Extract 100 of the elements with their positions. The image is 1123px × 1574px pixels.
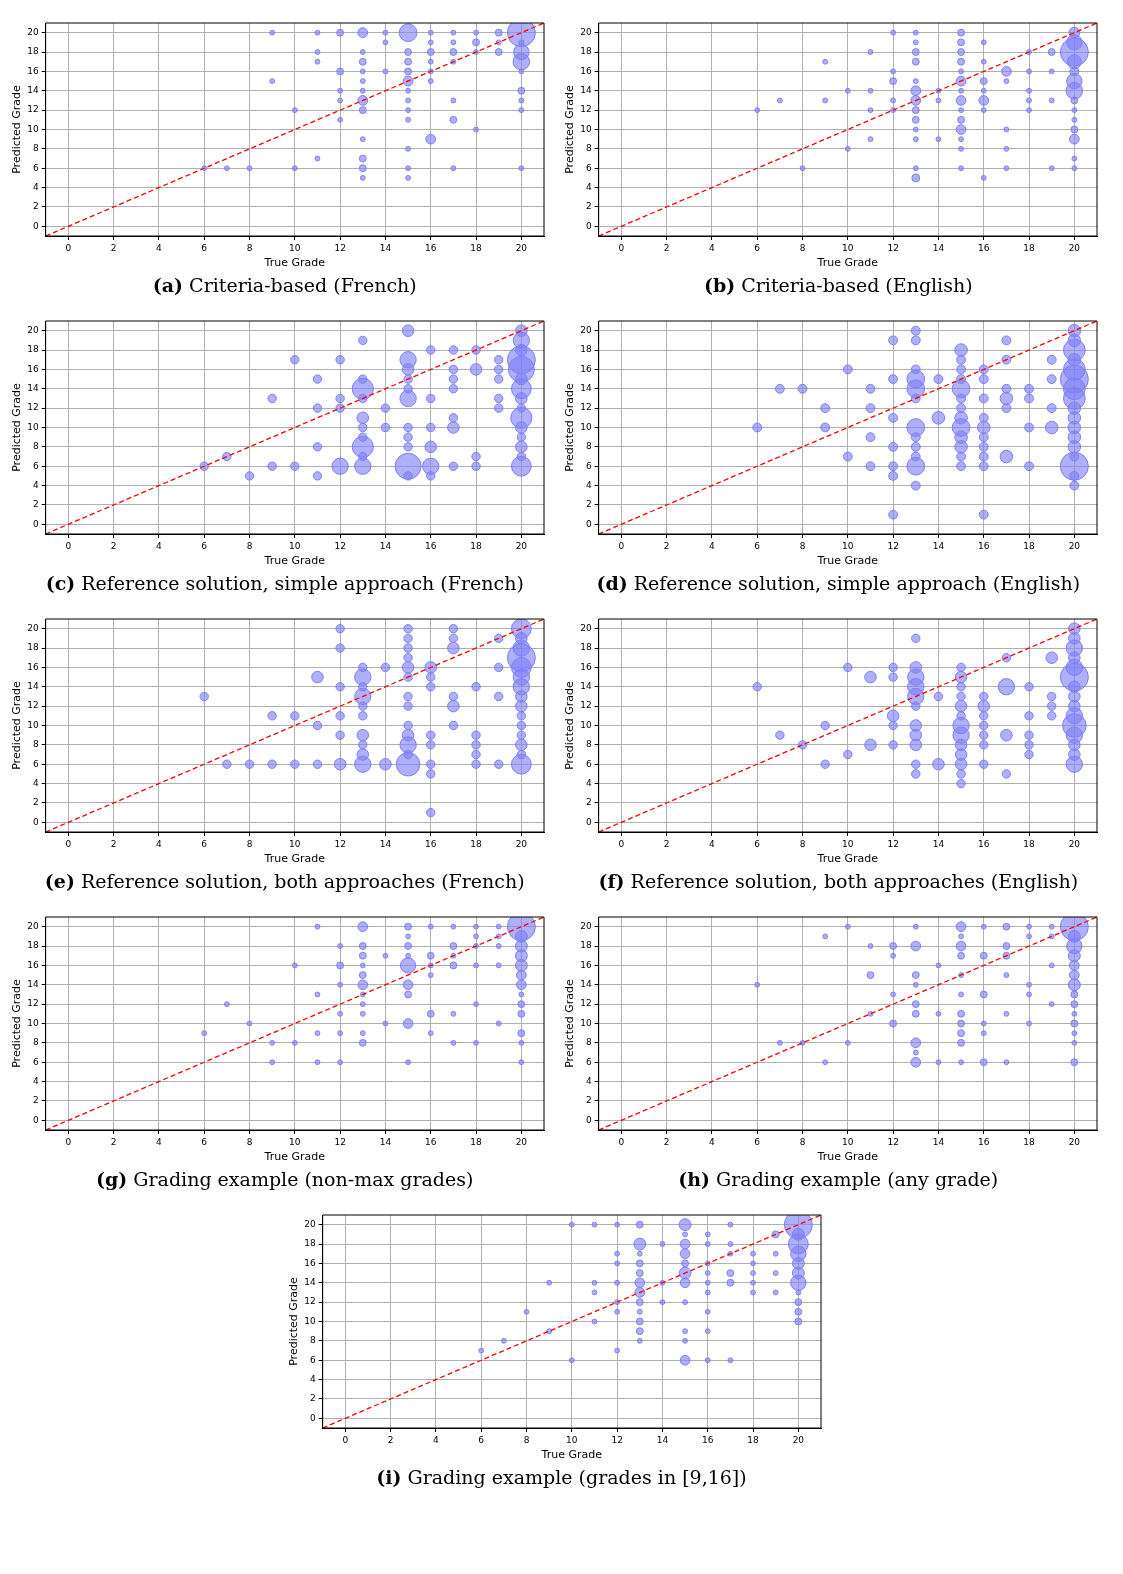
y-tick-label: 16 xyxy=(580,661,593,672)
text: (d) Reference solution, simple approach (English) xyxy=(596,572,1081,594)
x-tick-label: 14 xyxy=(932,1136,945,1147)
y-tick-label: 6 xyxy=(32,162,39,173)
y-tick-label: 4 xyxy=(586,777,593,788)
y-tick-label: 12 xyxy=(580,700,592,711)
y-tick-label: 18 xyxy=(580,940,593,951)
y-tick-label: 6 xyxy=(32,460,39,471)
x-tick-label: 16 xyxy=(424,838,437,849)
x-tick-label: 10 xyxy=(842,242,855,253)
x-tick-label: 0 xyxy=(618,540,625,551)
text: (e) Reference solution, both approaches (French) xyxy=(44,870,525,892)
y-axis-title: Predicted Grade xyxy=(10,978,24,1068)
x-tick-label: 12 xyxy=(334,1136,346,1147)
x-tick-label: 4 xyxy=(155,838,162,849)
y-tick-label: 10 xyxy=(580,123,593,134)
y-tick-label: 14 xyxy=(26,681,39,692)
x-tick-label: 14 xyxy=(379,540,392,551)
x-tick-label: 14 xyxy=(932,242,945,253)
x-tick-label: 14 xyxy=(932,838,945,849)
y-tick-label: 20 xyxy=(580,325,593,336)
y-tick-label: 6 xyxy=(32,1056,39,1067)
x-tick-label: 6 xyxy=(201,242,208,253)
x-tick-label: 0 xyxy=(618,242,625,253)
y-tick-label: 2 xyxy=(586,499,592,510)
x-tick-label: 2 xyxy=(110,1136,117,1147)
y-tick-label: 4 xyxy=(32,777,39,788)
y-tick-label: 6 xyxy=(32,758,39,769)
y-tick-label: 0 xyxy=(309,1412,316,1423)
y-tick-label: 8 xyxy=(32,739,39,750)
x-tick-label: 16 xyxy=(978,242,990,253)
y-axis-title: Predicted Grade xyxy=(10,382,24,472)
x-tick-label: 0 xyxy=(65,838,72,849)
x-tick-label: 16 xyxy=(978,1136,990,1147)
y-tick-label: 16 xyxy=(26,65,39,76)
x-tick-label: 4 xyxy=(155,242,162,253)
text: (a) Criteria-based (French) xyxy=(152,274,417,296)
y-tick-label: 4 xyxy=(586,181,593,192)
x-tick-label: 6 xyxy=(201,540,208,551)
x-tick-label: 14 xyxy=(379,838,392,849)
x-tick-label: 14 xyxy=(379,1136,392,1147)
x-tick-label: 0 xyxy=(65,1136,72,1147)
x-tick-label: 2 xyxy=(663,242,670,253)
y-axis-title: Predicted Grade xyxy=(563,680,577,770)
y-tick-label: 14 xyxy=(26,85,39,96)
x-tick-label: 4 xyxy=(155,540,162,551)
y-tick-label: 20 xyxy=(580,921,593,932)
y-tick-label: 10 xyxy=(580,421,593,432)
x-tick-label: 6 xyxy=(201,838,208,849)
x-tick-label: 8 xyxy=(799,540,806,551)
x-tick-label: 0 xyxy=(65,540,72,551)
x-tick-label: 0 xyxy=(618,1136,625,1147)
y-tick-label: 0 xyxy=(586,1114,593,1125)
text: (c) Reference solution, simple approach (French) xyxy=(45,572,524,594)
y-tick-label: 18 xyxy=(580,46,593,57)
x-tick-label: 18 xyxy=(1023,838,1036,849)
y-tick-label: 8 xyxy=(586,143,593,154)
y-tick-label: 6 xyxy=(586,460,593,471)
text: (f) Reference solution, both approaches (English) xyxy=(598,870,1079,892)
y-tick-label: 16 xyxy=(26,363,39,374)
y-tick-label: 10 xyxy=(26,1017,39,1028)
y-tick-label: 6 xyxy=(586,758,593,769)
y-tick-label: 16 xyxy=(580,363,593,374)
y-tick-label: 18 xyxy=(303,1238,316,1249)
y-tick-label: 18 xyxy=(26,940,39,951)
x-tick-label: 2 xyxy=(110,242,117,253)
y-tick-label: 2 xyxy=(309,1393,316,1404)
y-tick-label: 16 xyxy=(580,959,593,970)
y-tick-label: 20 xyxy=(26,921,39,932)
y-tick-label: 14 xyxy=(580,979,593,990)
x-tick-label: 20 xyxy=(515,540,528,551)
x-tick-label: 2 xyxy=(387,1434,393,1445)
x-tick-label: 4 xyxy=(155,1136,162,1147)
y-tick-label: 2 xyxy=(586,797,592,808)
x-tick-label: 10 xyxy=(288,540,301,551)
x-axis-title: True Grade xyxy=(263,554,325,568)
x-tick-label: 6 xyxy=(754,838,761,849)
y-tick-label: 0 xyxy=(32,816,39,827)
x-tick-label: 6 xyxy=(754,540,761,551)
x-tick-label: 14 xyxy=(656,1434,668,1445)
y-tick-label: 12 xyxy=(580,998,592,1009)
y-tick-label: 0 xyxy=(586,518,593,529)
y-tick-label: 20 xyxy=(26,623,39,634)
x-tick-label: 4 xyxy=(432,1434,439,1445)
x-tick-label: 2 xyxy=(110,838,117,849)
y-tick-label: 20 xyxy=(303,1219,316,1230)
y-tick-label: 10 xyxy=(580,719,593,730)
x-tick-label: 8 xyxy=(246,242,253,253)
y-tick-label: 8 xyxy=(309,1335,316,1346)
x-tick-label: 20 xyxy=(515,242,528,253)
x-tick-label: 16 xyxy=(701,1434,714,1445)
y-tick-label: 10 xyxy=(26,421,39,432)
text: (b) Criteria-based (English) xyxy=(703,274,973,296)
y-tick-label: 2 xyxy=(586,201,592,212)
y-tick-label: 0 xyxy=(586,220,593,231)
x-axis-title: True Grade xyxy=(816,852,879,866)
x-tick-label: 6 xyxy=(477,1434,484,1445)
y-tick-label: 8 xyxy=(32,441,39,452)
x-tick-label: 16 xyxy=(424,1136,437,1147)
x-axis-title: True Grade xyxy=(263,256,325,270)
